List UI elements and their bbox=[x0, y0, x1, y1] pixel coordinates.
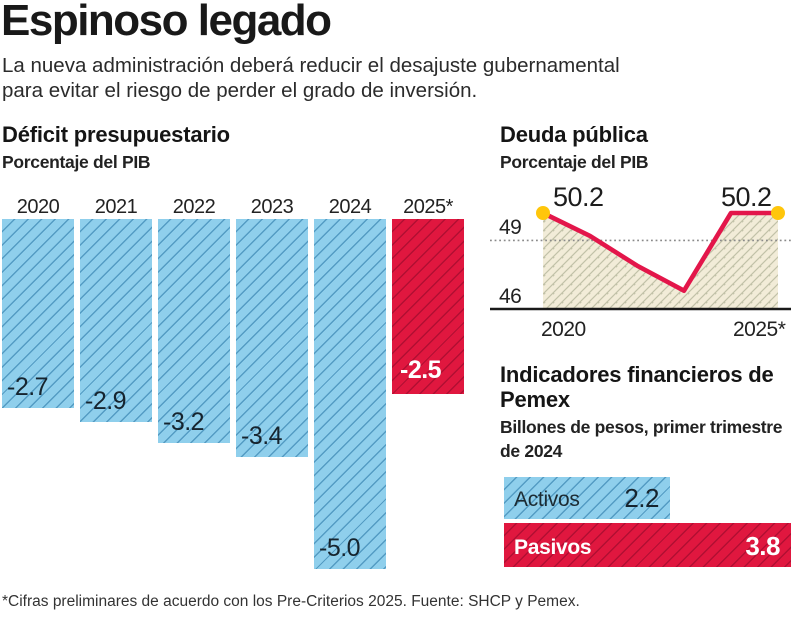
debt-chart-title: Deuda pública bbox=[500, 122, 648, 147]
bar-value-label: -2.9 bbox=[85, 387, 127, 415]
endpoint-dot bbox=[771, 206, 785, 220]
deficit-bar: -5.0 bbox=[314, 219, 386, 569]
deficit-bar: -3.4 bbox=[236, 219, 308, 457]
x-tick-label: 2025* bbox=[733, 318, 786, 341]
bar-value-label: -5.0 bbox=[319, 534, 361, 562]
year-label: 2020 bbox=[16, 196, 60, 218]
deficit-bar: -2.9 bbox=[80, 219, 152, 422]
pemex-chart-section: Indicadores financieros de Pemex Billone… bbox=[490, 362, 791, 572]
bar-value-label: -2.7 bbox=[7, 373, 49, 401]
bar-value-label: -3.2 bbox=[163, 408, 205, 436]
footer-note: *Cifras preliminares de acuerdo con los … bbox=[2, 593, 580, 610]
bar-column: 2021 -2.9 bbox=[80, 196, 152, 569]
deficit-bar: -2.7 bbox=[2, 219, 74, 408]
pemex-bar-value: 3.8 bbox=[745, 531, 780, 561]
deficit-bars: 2020 -2.7 2021 -2.9 2022 -3.2 2023 -3.4 2024 -5.0… bbox=[2, 196, 464, 569]
deficit-chart-section: Déficit presupuestario Porcentaje del PI… bbox=[2, 122, 466, 582]
debt-line-chart: 50.2 50.2 49 46 2020 2025* bbox=[490, 182, 791, 350]
pemex-bar-label: Pasivos bbox=[514, 536, 592, 559]
deficit-bar: -2.5 bbox=[392, 219, 464, 394]
deficit-chart-subtitle: Porcentaje del PIB bbox=[2, 152, 151, 172]
y-tick-label: 49 bbox=[499, 216, 522, 240]
year-label: 2025* bbox=[403, 196, 453, 218]
endpoint-value-label: 50.2 bbox=[721, 182, 772, 212]
pemex-bar: Activos 2.2 bbox=[504, 477, 670, 519]
bar-column: 2024 -5.0 bbox=[314, 196, 386, 569]
x-tick-label: 2020 bbox=[541, 318, 586, 341]
debt-chart-subtitle: Porcentaje del PIB bbox=[500, 152, 649, 172]
page-title: Espinoso legado bbox=[1, 0, 332, 45]
endpoint-dot bbox=[536, 206, 550, 220]
year-label: 2022 bbox=[172, 196, 216, 218]
pemex-bar-value: 2.2 bbox=[624, 483, 659, 513]
bar-value-label: -3.4 bbox=[241, 422, 283, 450]
bar-column: 2025* -2.5 bbox=[392, 196, 464, 569]
endpoint-value-label: 50.2 bbox=[553, 182, 604, 212]
deficit-chart-title: Déficit presupuestario bbox=[2, 122, 230, 147]
bar-value-label: -2.5 bbox=[400, 356, 442, 384]
bar-column: 2023 -3.4 bbox=[236, 196, 308, 569]
bar-column: 2020 -2.7 bbox=[2, 196, 74, 569]
y-tick-label: 46 bbox=[499, 285, 522, 308]
pemex-bars: Activos 2.2 Pasivos 3.8 bbox=[504, 477, 791, 567]
year-label: 2024 bbox=[328, 196, 372, 218]
pemex-chart-title: Indicadores financieros de Pemex bbox=[500, 362, 774, 412]
bar-column: 2022 -3.2 bbox=[158, 196, 230, 569]
debt-area-fill bbox=[543, 213, 778, 309]
debt-line-svg bbox=[490, 206, 791, 311]
pemex-bar: Pasivos 3.8 bbox=[504, 523, 791, 567]
debt-chart-section: Deuda pública Porcentaje del PIB 50.2 50.… bbox=[490, 122, 791, 352]
pemex-chart-subtitle: Billones de pesos, primer trimestre de 2… bbox=[500, 417, 783, 461]
year-label: 2023 bbox=[250, 196, 294, 218]
pemex-bar-label: Activos bbox=[514, 488, 580, 511]
debt-line bbox=[540, 210, 781, 293]
year-label: 2021 bbox=[94, 196, 138, 218]
deficit-bar: -3.2 bbox=[158, 219, 230, 443]
page-subtitle: La nueva administración deberá reducir e… bbox=[2, 54, 620, 102]
